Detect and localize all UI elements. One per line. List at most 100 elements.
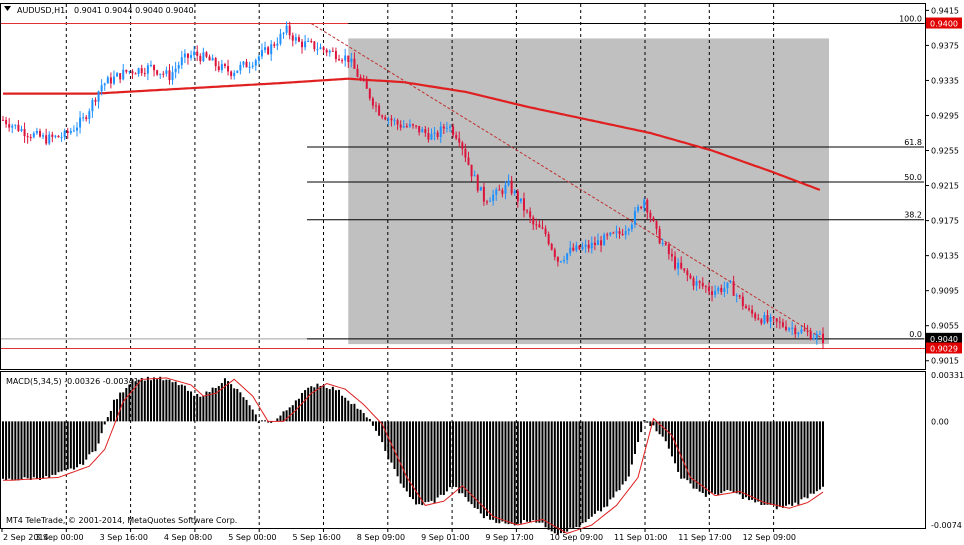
candle-body [387, 118, 390, 120]
macd-panel-frame [0, 371, 926, 529]
candle-body [732, 281, 735, 296]
price-tick-label: 0.9295 [931, 111, 959, 120]
candle-body [32, 133, 35, 138]
candle-body [815, 334, 818, 339]
candle-body [778, 321, 781, 323]
candle-body [57, 135, 60, 138]
candle-body [532, 217, 535, 225]
candle-body [214, 58, 217, 67]
candle-body [85, 117, 88, 120]
candle-body [655, 221, 658, 229]
candle-body [282, 32, 285, 34]
dropdown-triangle-icon[interactable] [4, 6, 11, 11]
symbol-label: AUDUSD,H1 [17, 6, 65, 15]
candle-body [38, 130, 41, 137]
price-tick-label: 0.9255 [931, 147, 959, 156]
candle-body [538, 224, 541, 228]
candle-body [270, 44, 273, 55]
candle-body [328, 50, 331, 53]
candle-body [618, 231, 621, 235]
time-tick-label: 11 Sep 01:00 [614, 533, 667, 542]
candle-body [529, 211, 532, 218]
candle-body [818, 333, 821, 335]
candle-body [448, 126, 451, 128]
candle-body [649, 212, 652, 218]
time-tick-label: 9 Sep 17:00 [485, 533, 533, 542]
candle-body [230, 71, 233, 77]
candle-body [97, 91, 100, 102]
candle-body [193, 51, 196, 56]
candle-body [131, 71, 134, 74]
ma-path [3, 77, 821, 191]
price-axis: 0.9415 0.9375 0.9335 0.9295 0.9255 0.9215 0.91… [926, 6, 964, 530]
candle-body [510, 180, 513, 194]
candle-body [69, 130, 72, 134]
candle-body [35, 130, 38, 134]
price-tick-label: 0.9015 [931, 357, 959, 366]
candle-body [744, 306, 747, 309]
candle-body [79, 117, 82, 128]
candle-body [180, 57, 183, 66]
candle-body [396, 120, 399, 125]
candle-body [498, 189, 501, 191]
time-tick-label: 11 Sep 17:00 [678, 533, 731, 542]
candle-body [612, 232, 615, 234]
candle-body [507, 180, 510, 186]
candle-body [489, 200, 492, 202]
candle-body [143, 73, 146, 75]
candle-body [812, 338, 815, 340]
candle-body [439, 126, 442, 137]
candle-body [452, 126, 455, 136]
candle-body [584, 244, 587, 247]
candle-body [205, 52, 208, 57]
candle-body [600, 240, 603, 246]
fib-trend-line[interactable] [311, 23, 824, 340]
candle-body [220, 64, 223, 71]
candle-body [91, 99, 94, 112]
candle-body [368, 88, 371, 99]
candle-body [128, 71, 131, 73]
fibonacci-levels[interactable]: 100.0 61.8 50.0 38.2 0.0 [307, 15, 924, 340]
candle-body [535, 224, 538, 226]
candle-body [723, 288, 726, 292]
price-panel-frame [0, 3, 926, 370]
candle-body [729, 281, 732, 283]
candle-body [11, 125, 14, 128]
candle-body [285, 25, 288, 33]
candle-body [307, 40, 310, 42]
candle-body [519, 198, 522, 202]
candle-body [54, 135, 57, 137]
candle-body [146, 65, 149, 74]
lower-price-tag: 0.9029 [930, 344, 958, 353]
candle-body [338, 59, 341, 61]
candle-body [119, 73, 122, 80]
candle-body [42, 135, 45, 137]
candle-body [26, 136, 29, 138]
candle-body [485, 201, 488, 203]
candle-body [248, 66, 251, 68]
price-tick-label: 0.9215 [931, 182, 959, 191]
candlesticks [2, 21, 824, 350]
candle-body [704, 286, 707, 288]
candle-body [627, 229, 630, 232]
candle-body [227, 66, 230, 72]
candle-body [572, 247, 575, 251]
candle-body [165, 70, 168, 74]
candle-body [196, 51, 199, 56]
candle-body [769, 316, 772, 322]
candle-body [245, 61, 248, 68]
candle-body [757, 318, 760, 320]
lower-price-tag-bg [926, 342, 962, 354]
time-tick-label: 5 Sep 16:00 [293, 533, 341, 542]
candle-body [112, 76, 115, 84]
candle-body [526, 210, 529, 212]
candle-body [60, 137, 63, 139]
candle-body [325, 49, 328, 53]
candle-body [153, 65, 156, 71]
candle-body [365, 80, 368, 89]
candle-body [674, 256, 677, 269]
candle-body [553, 249, 556, 257]
candle-body [2, 119, 4, 121]
candle-body [177, 65, 180, 69]
